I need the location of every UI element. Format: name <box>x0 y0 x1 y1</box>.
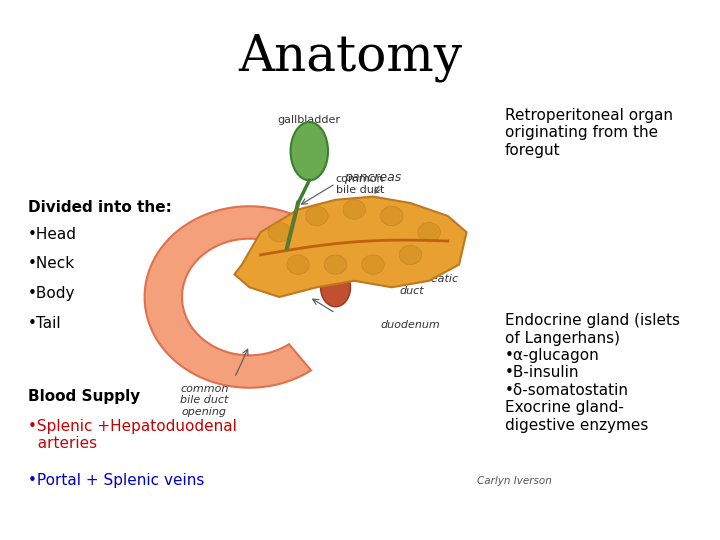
Text: •Head: •Head <box>28 226 77 241</box>
Circle shape <box>268 222 291 242</box>
Text: •Portal + Splenic veins: •Portal + Splenic veins <box>28 472 204 488</box>
Text: •Neck: •Neck <box>28 256 75 271</box>
Text: Carlyn Iverson: Carlyn Iverson <box>477 476 552 486</box>
Text: Divided into the:: Divided into the: <box>28 200 172 215</box>
Text: common
bile duct
opening: common bile duct opening <box>180 384 229 417</box>
Circle shape <box>399 245 422 265</box>
Circle shape <box>380 206 403 226</box>
Text: •Body: •Body <box>28 286 76 301</box>
Text: Retroperitoneal organ
originating from the
foregut: Retroperitoneal organ originating from t… <box>505 108 673 158</box>
Polygon shape <box>235 197 467 297</box>
Text: duodenum: duodenum <box>381 320 440 330</box>
Text: common
bile duct: common bile duct <box>336 174 384 195</box>
Text: •Tail: •Tail <box>28 315 62 330</box>
Ellipse shape <box>320 268 351 307</box>
Circle shape <box>418 222 441 242</box>
Polygon shape <box>145 206 311 388</box>
Text: pancreas: pancreas <box>344 171 402 184</box>
Text: Blood Supply: Blood Supply <box>28 389 140 404</box>
Text: Anatomy: Anatomy <box>238 32 463 82</box>
Text: gallbladder: gallbladder <box>278 115 341 125</box>
Circle shape <box>305 206 328 226</box>
Ellipse shape <box>291 122 328 180</box>
Circle shape <box>361 255 384 274</box>
Text: Endocrine gland (islets
of Langerhans)
•α-glucagon
•B-insulin
•δ-somatostatin
Ex: Endocrine gland (islets of Langerhans) •… <box>505 313 680 433</box>
Text: •Splenic +Hepatoduodenal
  arteries: •Splenic +Hepatoduodenal arteries <box>28 418 237 451</box>
Circle shape <box>343 200 366 219</box>
Text: pancreatic
duct: pancreatic duct <box>399 274 459 296</box>
Circle shape <box>324 255 347 274</box>
Circle shape <box>287 255 310 274</box>
